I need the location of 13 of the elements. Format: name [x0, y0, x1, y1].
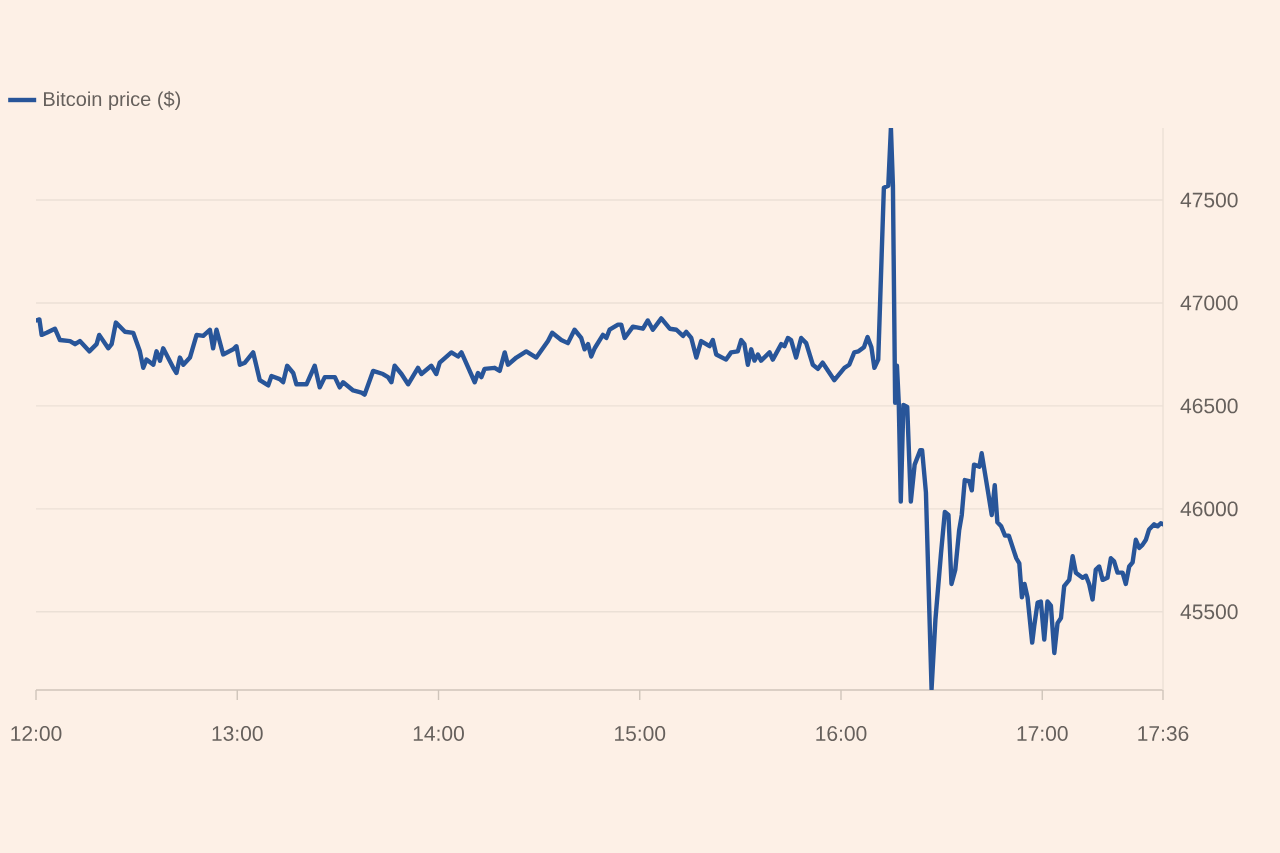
x-tick-label: 14:00: [413, 726, 464, 741]
y-tick-label: 47000: [1180, 295, 1238, 311]
legend-label: Bitcoin price ($): [44, 91, 181, 111]
x-tick-label: 17:00: [1017, 726, 1068, 741]
y-tick-label: 47500: [1180, 192, 1238, 208]
y-tick-label: 45500: [1180, 604, 1238, 620]
y-tick-label: 46000: [1180, 501, 1238, 517]
x-tick-label: 16:00: [816, 726, 867, 741]
x-tick-label: 13:00: [212, 726, 263, 741]
x-tick-label: 17:36: [1138, 726, 1189, 741]
y-tick-label: 46500: [1180, 398, 1238, 414]
x-tick-label: 12:00: [11, 726, 62, 741]
x-tick-label: 15:00: [615, 726, 666, 741]
